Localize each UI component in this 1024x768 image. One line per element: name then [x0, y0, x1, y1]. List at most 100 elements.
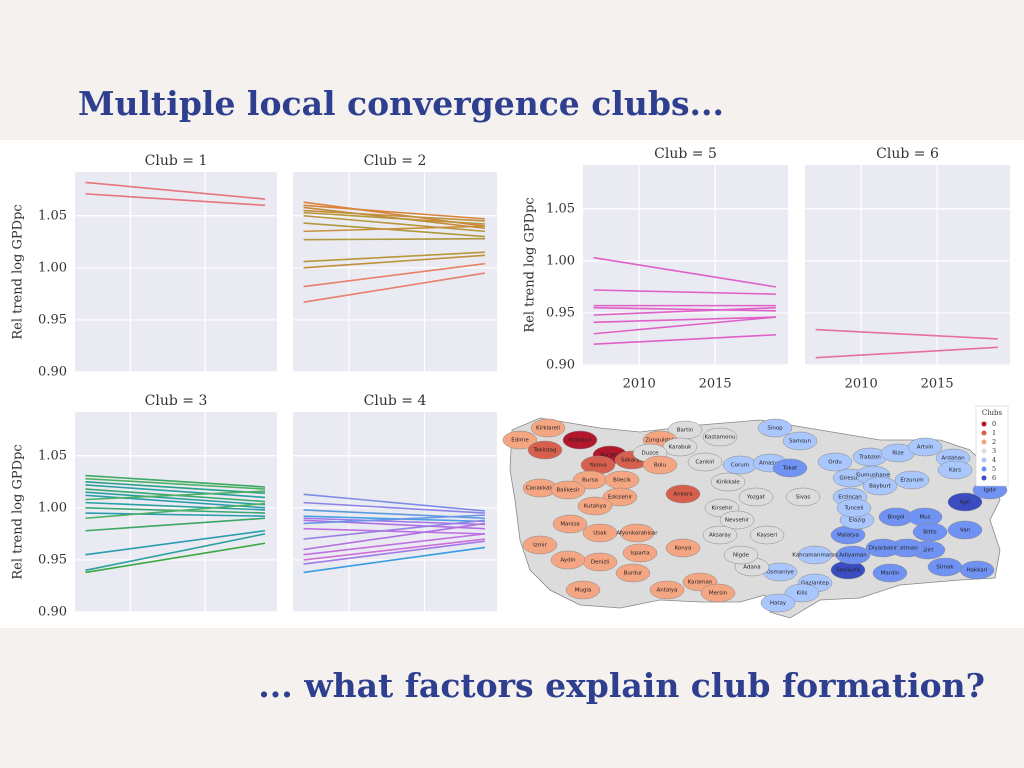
province-label: Manisa: [560, 522, 579, 528]
province-label: Bolu: [654, 463, 666, 469]
province: [710, 472, 746, 492]
series-line: [815, 328, 998, 340]
province-label: Hatay: [770, 601, 787, 607]
province-label: Malatya: [837, 533, 859, 539]
series-line: [303, 519, 485, 540]
series-line: [303, 262, 486, 288]
province-label: Sanliurfa: [836, 568, 860, 574]
province-label: Aksaray: [709, 533, 732, 539]
province-label: Izmir: [533, 543, 547, 549]
panel-title: Club = 1: [145, 153, 208, 169]
province: [642, 455, 678, 475]
province-label: Siirt: [923, 548, 935, 554]
province-label: Erzincan: [838, 495, 862, 501]
province-label: Kars: [949, 468, 961, 474]
series-line: [85, 474, 266, 488]
province: [947, 492, 983, 512]
province: [782, 431, 818, 451]
series-line: [303, 493, 485, 512]
province: [959, 560, 995, 580]
series-line: [303, 211, 485, 225]
province-label: Van: [960, 528, 971, 534]
province-label: Rize: [892, 451, 904, 457]
legend-title: Clubs: [982, 409, 1003, 417]
province-label: Kutahya: [584, 504, 606, 510]
province-label: Canakkale: [526, 486, 555, 492]
province-label: Kastamonu: [705, 435, 736, 441]
series-line: [593, 316, 776, 324]
province-label: Istanbul: [569, 438, 591, 444]
plot-area: [805, 165, 1010, 365]
province-label: Sinop: [767, 426, 783, 432]
series-line: [85, 193, 266, 207]
panel-title: Club = 2: [364, 153, 427, 169]
province-label: Antalya: [657, 588, 678, 594]
province-label: Igdir: [984, 488, 997, 494]
province-label: Yozgat: [746, 495, 766, 501]
series-line: [303, 225, 485, 233]
series-line: [303, 533, 486, 556]
province: [702, 427, 738, 447]
panel-title: Club = 3: [145, 393, 208, 409]
province-label: Amasya: [759, 461, 781, 467]
series-line: [85, 181, 266, 200]
province-label: Artvin: [917, 445, 934, 451]
province-label: Erzurum: [900, 478, 923, 484]
province: [865, 538, 901, 558]
series-line: [85, 480, 266, 495]
province-label: Yalova: [588, 463, 607, 469]
x-tick-label: 2010: [623, 377, 656, 392]
series-line: [303, 546, 486, 574]
province: [700, 583, 736, 603]
y-tick-label: 1.05: [38, 448, 67, 463]
series-line: [815, 346, 998, 359]
province-label: Kirsehir: [712, 506, 734, 512]
series-line: [85, 517, 266, 532]
legend-label: 3: [992, 447, 996, 455]
y-tick-label: 1.05: [38, 208, 67, 223]
province-label: Sakarya: [621, 458, 643, 464]
province-label: Tekirdag: [532, 448, 556, 454]
province-label: Gaziantep: [801, 581, 829, 587]
province-label: Mus: [919, 515, 930, 521]
province-label: Ardahan: [941, 456, 965, 462]
province-label: Duzce: [641, 451, 659, 457]
province-label: Kilis: [796, 591, 807, 597]
province-label: Gumushane: [856, 473, 890, 479]
province: [872, 563, 908, 583]
province-label: Kayseri: [757, 533, 778, 539]
series-line: [85, 484, 266, 499]
province: [894, 470, 930, 490]
slide-title: Multiple local convergence clubs...: [78, 84, 724, 123]
legend-swatch: [981, 439, 987, 445]
province-label: Kirikkale: [716, 480, 740, 486]
province-label: Mugla: [575, 588, 592, 594]
y-tick-label: 0.90: [546, 358, 575, 373]
series-line: [303, 251, 485, 263]
province: [649, 580, 685, 600]
province-label: Tunceli: [844, 506, 864, 512]
series-line: [303, 254, 485, 269]
legend-label: 1: [992, 429, 996, 437]
y-tick-label: 0.95: [546, 305, 575, 320]
province: [907, 437, 943, 457]
province-label: Elazig: [849, 518, 865, 524]
province-label: Trabzon: [858, 455, 881, 461]
series-line: [303, 222, 485, 238]
province: [565, 580, 601, 600]
series-line: [303, 204, 485, 220]
province-label: Bingol: [887, 515, 905, 521]
province: [552, 514, 588, 534]
province-label: Hakkari: [967, 568, 988, 574]
province-label: Adiyaman: [839, 553, 867, 559]
province: [502, 430, 538, 450]
legend-label: 4: [992, 456, 996, 464]
legend-label: 6: [992, 474, 996, 482]
province-label: Adana: [743, 565, 760, 571]
province: [757, 418, 793, 438]
province: [619, 523, 655, 543]
province-label: Usak: [593, 531, 607, 537]
province: [622, 543, 658, 563]
province-label: Samsun: [789, 439, 812, 445]
